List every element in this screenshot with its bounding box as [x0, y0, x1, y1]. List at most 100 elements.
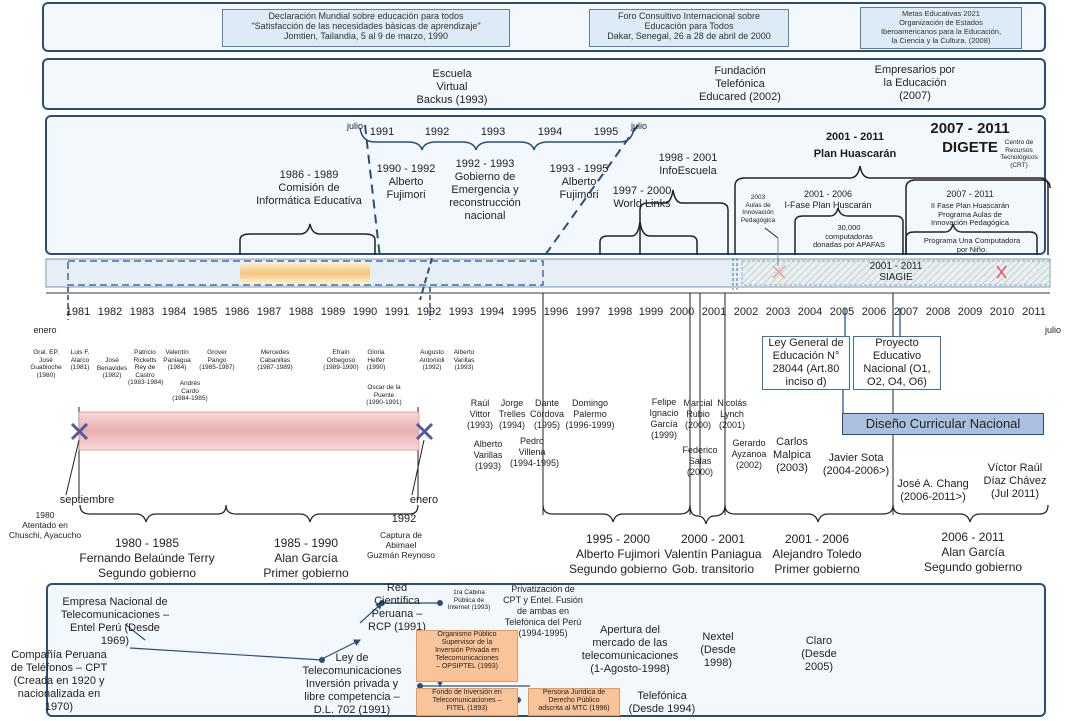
year-1995: 1995 [511, 306, 537, 318]
timeline-siagie-segment [741, 260, 1051, 286]
minister-varillas-1993a: Alberto Varillas (1993) [453, 349, 475, 371]
gov-toledo: 2001 - 2006 Alejandro Toledo Primer gobi… [772, 532, 862, 576]
telecom-rcp: Red Científica Peruana – RCP (1991) [368, 582, 426, 633]
telecom-telefonica: Telefónica (Desde 1994) [628, 690, 696, 715]
zoom-year-1995: 1995 [593, 126, 619, 138]
minister-orbegoso: Efraín Orbegoso (1989-1990) [323, 349, 359, 371]
metas-line4: la Ciencia y la Cultura. (2008) [891, 36, 991, 45]
telecom-osiptel: Organismo Público Supervisor de la Inver… [416, 630, 518, 682]
minister-trelles: Jorge Trelles (1994) [498, 398, 526, 430]
gov-garcia-1: 1985 - 1990 Alan García Primer gobierno [263, 536, 349, 580]
year-2002: 2002 [733, 306, 759, 318]
minister-sota: Javier Sota (2004-2006>) [822, 452, 890, 477]
year-1982: 1982 [97, 306, 123, 318]
year-1997: 1997 [575, 306, 601, 318]
gov-fujimori-2: 1995 - 2000 Alberto Fujimori Segundo gob… [568, 532, 668, 576]
marker-enero: enero [33, 325, 57, 335]
escuela-virtual-backus: Escuela Virtual Backus (1993) [416, 68, 488, 106]
minister-alarco: Luis F. Alarco (1981) [70, 349, 90, 371]
year-1996: 1996 [543, 306, 569, 318]
fase2-years: 2007 - 2011 [946, 189, 994, 199]
gov-fujimori-1990: 1990 - 1992 Alberto Fujimori [376, 163, 436, 201]
year-1991: 1991 [384, 306, 410, 318]
minister-paniagua-1984: Valentín Paniagua (1984) [163, 349, 191, 371]
year-1987: 1987 [256, 306, 282, 318]
siagie-label: 2001 - 2011 SIAGIE [869, 261, 923, 283]
ley-general-educacion: Ley General de Educación N° 28044 (Art.8… [762, 336, 850, 390]
minister-rubio: Marcial Rubio (2000) [683, 398, 713, 430]
dakar-forum: Foro Consultivo Internacional sobre Educ… [589, 9, 789, 47]
year-2007: 2007 [893, 306, 919, 318]
telecom-persona-juridica: Persona Jurídica de Derecho Público adsc… [528, 688, 620, 716]
year-1985: 1985 [192, 306, 218, 318]
atentado-chuschi: 1980 Atentado en Chuschi, Ayacucho [8, 510, 82, 540]
year-2000: 2000 [669, 306, 695, 318]
gov-paniagua: 2000 - 2001 Valentín Paniagua Gob. trans… [664, 532, 762, 576]
conflict-end-x-marker [415, 422, 434, 441]
minister-garcia: Felipe Ignacio García (1999) [649, 397, 679, 440]
gov-emergencia: 1992 - 1993 Gobierno de Emergencia y rec… [449, 158, 521, 222]
digete-years: 2007 - 2011 [930, 120, 1010, 137]
fase2-huascaran: II Fase Plan Huascarán Programa Aulas de… [930, 201, 1010, 227]
minister-diaz-chavez: Víctor Raúl Díaz Chávez (Jul 2011) [983, 462, 1047, 500]
year-1998: 1998 [607, 306, 633, 318]
timeline-dashed-segment [67, 260, 544, 286]
marker-year-1992: 1992 [391, 513, 417, 525]
zoom-julio-right: julio [630, 121, 647, 131]
panel-organizations [42, 58, 1046, 110]
zoom-year-1991: 1991 [369, 126, 395, 138]
metas-educativas: Metas Educativas 2021 Organización de Es… [860, 7, 1022, 49]
telecom-cabina: 1ra Cabina Pública de Internet (1993) [447, 589, 491, 611]
year-1994: 1994 [479, 306, 505, 318]
huascaran-years: 2001 - 2011 [825, 131, 885, 143]
captura-abimael: Captura de Abimael Guzmán Reynoso [366, 530, 436, 560]
year-1989: 1989 [320, 306, 346, 318]
plan-huascaran: Plan Huascarán [813, 148, 897, 160]
year-2004: 2004 [797, 306, 823, 318]
year-1993: 1993 [448, 306, 474, 318]
world-links: 1997 - 2000 World Links [612, 185, 672, 210]
year-1990: 1990 [352, 306, 378, 318]
minister-ricketts: Patricio Ricketts Rey de Castro (1983-19… [128, 349, 164, 386]
minister-malpica: Carlos Malpica (2003) [773, 436, 811, 474]
year-2003: 2003 [765, 306, 791, 318]
year-1999: 1999 [638, 306, 664, 318]
year-2008: 2008 [925, 306, 951, 318]
zoom-year-1993: 1993 [480, 126, 506, 138]
year-2005: 2005 [829, 306, 855, 318]
conflict-start-x-marker [70, 422, 89, 441]
year-1992: 1992 [416, 306, 442, 318]
crt-label: Centro de Recursos Tecnológicos (CRT) [1000, 139, 1038, 169]
telecom-nextel: Nextel (Desde 1998) [700, 631, 736, 669]
telecom-fitel: Fondo de Inversión en Telecomunicaciones… [416, 688, 518, 716]
telecom-entel: Empresa Nacional de Telecomunicaciones –… [60, 596, 170, 647]
fundacion-telefonica: Fundación Telefónica Educared (2002) [699, 65, 781, 103]
metas-line3: Iberoamericanos para la Educación, [880, 27, 1002, 36]
minister-benavides: José Benavides (1982) [96, 357, 128, 379]
proyecto-educativo-nacional: Proyecto Educativo Nacional (O1, O2, O4,… [853, 336, 941, 390]
minister-puente: Oscar de la Puente (1990-1991) [366, 384, 402, 406]
metas-line1: Metas Educativas 2021 [902, 9, 980, 18]
zoom-julio-left: julio [346, 121, 363, 131]
gov-garcia-2: 2006 - 2011 Alan García Segundo gobierno [923, 530, 1023, 574]
minister-helfer: Gloria Helfer (1990) [366, 349, 386, 371]
minister-salas: Federico Salas (2000) [682, 445, 718, 477]
comision-informatica: 1986 - 1989 Comisión de Informática Educ… [256, 169, 362, 207]
minister-varillas-1993b: Alberto Varillas (1993) [473, 439, 503, 471]
una-computadora: Programa Una Computadora por Niño. [923, 236, 1021, 254]
year-2001: 2001 [701, 306, 727, 318]
gov-fujimori-1993: 1993 - 1995 Alberto Fujimori [549, 163, 609, 201]
year-1983: 1983 [129, 306, 155, 318]
dakar-line2: Educación para Todos [644, 21, 734, 31]
telecom-privatizacion: Privatización de CPT y Entel. Fusión de … [503, 584, 583, 638]
year-1988: 1988 [288, 306, 314, 318]
year-2010: 2010 [989, 306, 1015, 318]
year-2011: 2011 [1022, 306, 1046, 318]
dakar-line3: Dakar, Senegal, 26 a 28 de abril de 2000 [607, 31, 771, 41]
minister-palermo: Domingo Palermo (1996-1999) [565, 398, 615, 430]
year-2009: 2009 [957, 306, 983, 318]
minister-antonioli: Augusto Antonioli (1992) [419, 349, 445, 371]
zoom-year-1992: 1992 [424, 126, 450, 138]
jomtien-declaration: Declaración Mundial sobre educación para… [222, 9, 510, 47]
